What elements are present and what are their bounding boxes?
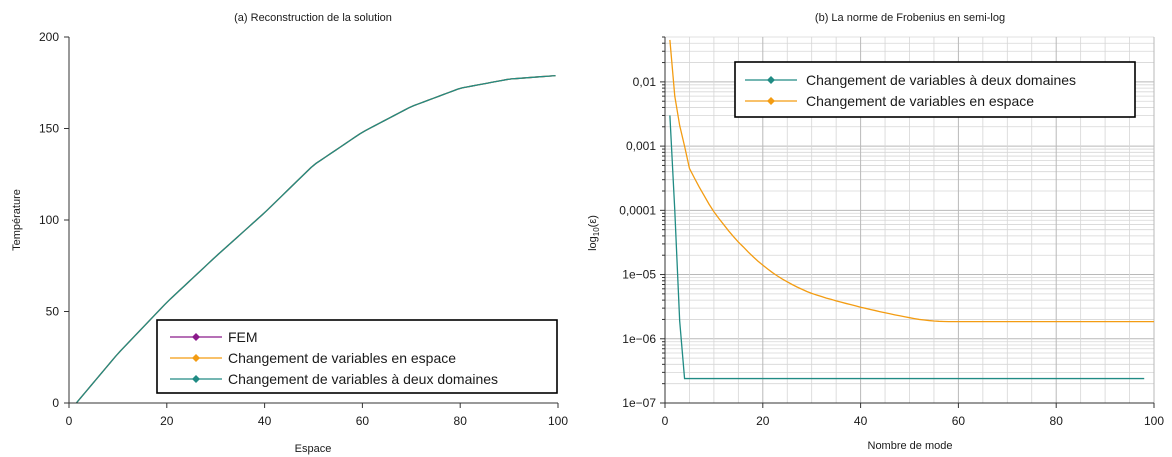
chart-b-line-1	[669, 39, 1154, 323]
chart-b-xlabel: Nombre de mode	[868, 440, 953, 452]
chart-a-ytick-label: 150	[39, 122, 59, 136]
chart-a: (a) Reconstruction de la solution 0 20 40 6…	[11, 0, 568, 455]
legend-a-marker-fem	[192, 333, 200, 341]
chart-b-ylabel-base: 10	[592, 227, 601, 236]
legend-b-label-domaines: Changement de variables à deux domaines	[806, 72, 1076, 88]
chart-b-ytick-label: 1e−07	[622, 396, 656, 410]
chart-b-ylabel-arg: (ε)	[587, 215, 599, 227]
legend-a-marker-domaines	[192, 375, 200, 383]
chart-a-line-2	[75, 74, 556, 404]
chart-b-ylabel-log: log	[587, 236, 599, 251]
chart-a-xtick-label: 80	[454, 414, 468, 428]
chart-b-series-1	[669, 0, 1155, 323]
chart-b-ytick-label: 0,0001	[619, 203, 656, 217]
chart-b-xtick-label: 100	[1144, 414, 1164, 428]
chart-b-ytick-label: 0,001	[626, 139, 656, 153]
chart-a-xtick-label: 0	[66, 414, 73, 428]
chart-b-ylabel: log10(ε)	[587, 215, 601, 251]
chart-b-ytick-label: 1e−06	[622, 332, 656, 346]
chart-b-xtick-label: 20	[756, 414, 770, 428]
chart-a-ytick-label: 200	[39, 30, 59, 44]
chart-b-ticks: 0 20 40 60 80 100 1e−07 1e−06 1e−05 0,0001 0,001 0,…	[619, 36, 1164, 428]
chart-a-ylabel: Température	[11, 189, 23, 251]
chart-b-legend: Changement de variables à deux domaines …	[734, 61, 1136, 118]
chart-b-xtick-label: 0	[662, 414, 669, 428]
chart-b-title: (b) La norme de Frobenius en semi-log	[815, 12, 1005, 24]
chart-b-ytick-label: 0,01	[633, 75, 657, 89]
chart-a-xtick-label: 20	[160, 414, 174, 428]
chart-a-xtick-label: 100	[548, 414, 568, 428]
legend-b-marker-espace	[767, 97, 775, 105]
chart-a-ytick-label: 0	[52, 396, 59, 410]
chart-b: (b) La norme de Frobenius en semi-log 0 2…	[587, 0, 1164, 452]
chart-b-legend-box	[734, 61, 1136, 118]
chart-a-ticks: 0 20 40 60 80 100 0 50 100 150 200	[39, 30, 568, 428]
chart-b-series	[669, 0, 1155, 380]
chart-a-title: (a) Reconstruction de la solution	[234, 12, 392, 24]
legend-b-label-espace: Changement de variables en espace	[806, 93, 1034, 109]
legend-b-marker-domaines	[767, 76, 775, 84]
chart-b-line-0	[669, 115, 1145, 380]
chart-a-legend-box	[156, 319, 558, 394]
legend-a-label-fem: FEM	[228, 329, 258, 345]
chart-a-xtick-label: 40	[258, 414, 272, 428]
chart-a-series	[75, 0, 556, 404]
chart-b-xtick-label: 80	[1050, 414, 1064, 428]
chart-a-ytick-label: 100	[39, 213, 59, 227]
chart-a-ytick-label: 50	[46, 305, 60, 319]
chart-b-ytick-label: 1e−05	[622, 268, 656, 282]
chart-a-legend: FEM Changement de variables en espace Ch…	[156, 319, 558, 394]
legend-a-marker-espace	[192, 354, 200, 362]
chart-a-series-2	[75, 0, 556, 404]
legend-a-label-domaines: Changement de variables à deux domaines	[228, 371, 498, 387]
chart-b-xtick-label: 60	[952, 414, 966, 428]
chart-a-xlabel: Espace	[295, 443, 332, 455]
chart-a-xtick-label: 60	[356, 414, 370, 428]
chart-b-xtick-label: 40	[854, 414, 868, 428]
legend-a-label-espace: Changement de variables en espace	[228, 350, 456, 366]
